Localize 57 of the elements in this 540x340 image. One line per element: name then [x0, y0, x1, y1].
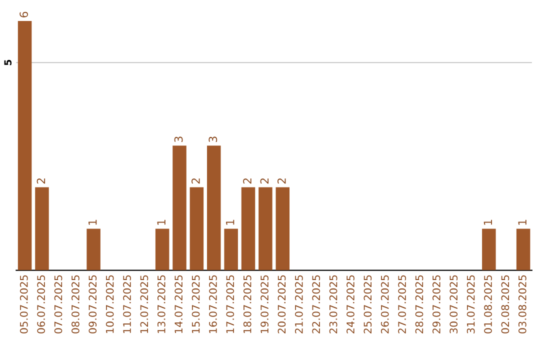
x-tick-label: 12.07.2025	[140, 275, 148, 333]
x-tick-label: 30.07.2025	[450, 275, 458, 334]
data-label: 2	[277, 178, 286, 184]
x-tick-label: 26.07.2025	[380, 275, 389, 334]
x-tick-label: 22.07.2025	[312, 275, 320, 334]
bar	[155, 228, 170, 270]
bar	[207, 146, 221, 270]
x-tick-label: 07.07.2025	[54, 275, 62, 334]
x-tick-label: 19.07.2025	[260, 275, 268, 333]
x-tick-label: 28.07.2025	[415, 275, 424, 334]
ref-line-label: 5	[4, 60, 12, 66]
data-label: 3	[208, 136, 218, 142]
data-label: 2	[260, 178, 269, 184]
x-tick-label: 29.07.2025	[432, 275, 440, 334]
bar	[276, 187, 290, 270]
x-tick-label: 16.07.2025	[209, 275, 217, 333]
data-label: 2	[243, 178, 252, 184]
x-tick-label: 09.07.2025	[88, 275, 97, 334]
x-tick-label: 06.07.2025	[37, 275, 46, 334]
x-tick-label: 17.07.2025	[226, 275, 234, 333]
x-tick-label: 11.07.2025	[123, 275, 131, 333]
bar	[241, 187, 256, 270]
bar	[172, 146, 186, 270]
bar	[516, 228, 530, 270]
x-tick-label: 10.07.2025	[106, 275, 114, 333]
x-tick-label: 21.07.2025	[294, 275, 303, 334]
x-tick-label: 18.07.2025	[243, 275, 252, 333]
x-tick-label: 01.08.2025	[484, 275, 492, 334]
x-tick-label: 02.08.2025	[501, 275, 510, 334]
bar	[18, 20, 32, 270]
x-tick-label: 03.08.2025	[518, 275, 526, 334]
data-label: 2	[192, 178, 200, 184]
x-tick-label: 24.07.2025	[346, 275, 354, 334]
data-label: 6	[20, 12, 28, 18]
bar	[224, 228, 238, 270]
x-tick-label: 05.07.2025	[20, 275, 28, 334]
x-tick-label: 23.07.2025	[329, 275, 338, 334]
bar	[190, 187, 204, 270]
data-label: 1	[484, 220, 492, 225]
data-label: 1	[226, 220, 234, 225]
x-tick-label: 25.07.2025	[364, 275, 372, 334]
x-tick-label: 13.07.2025	[157, 275, 166, 333]
x-tick-label: 20.07.2025	[278, 275, 286, 334]
data-label: 1	[518, 220, 526, 225]
bar	[258, 187, 272, 270]
x-tick-label: 31.07.2025	[466, 275, 475, 334]
data-label: 1	[88, 220, 97, 225]
data-label: 2	[36, 178, 46, 184]
bar	[86, 228, 100, 270]
x-tick-label: 27.07.2025	[398, 275, 406, 334]
x-tick-label: 14.07.2025	[174, 275, 183, 333]
data-label: 3	[174, 136, 183, 142]
x-tick-label: 08.07.2025	[72, 275, 80, 334]
bar	[482, 228, 496, 270]
bar	[35, 187, 49, 270]
data-label: 1	[157, 220, 166, 225]
x-tick-label: 15.07.2025	[192, 275, 200, 333]
